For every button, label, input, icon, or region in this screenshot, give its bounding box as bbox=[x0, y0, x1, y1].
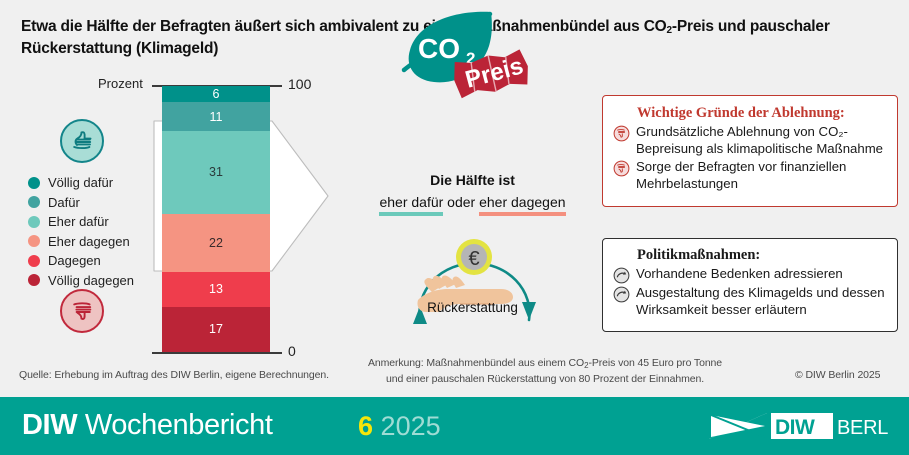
page-title-sub: 2 bbox=[666, 25, 673, 36]
thumbs-down-icon bbox=[60, 289, 104, 333]
legend-swatch-icon bbox=[28, 254, 40, 267]
svg-text:€: € bbox=[468, 248, 479, 270]
diw-berlin-logo: DIW BERLIN bbox=[709, 413, 908, 439]
bar-segment-1-value: 11 bbox=[209, 109, 223, 124]
legend-item-2: Eher dafür bbox=[28, 212, 158, 232]
legend-item-3: Eher dagegen bbox=[28, 232, 158, 252]
svg-text:2: 2 bbox=[466, 49, 475, 68]
measures-bullet-0: Vorhandene Bedenken adressieren bbox=[603, 266, 897, 284]
thumbs-up-icon bbox=[60, 119, 104, 163]
bottom-banner: DIW Wochenbericht 6 2025 DIW BERLIN bbox=[0, 397, 909, 455]
middle-column: CO 2 Preis Die Hälfte ist eher dafür ode… bbox=[350, 0, 595, 370]
middle-subline-part2: eher dagegen bbox=[479, 194, 566, 216]
middle-subline-mid: oder bbox=[443, 194, 480, 210]
publication-brand: DIW Wochenbericht bbox=[22, 409, 273, 442]
bar-segment-4: 13 bbox=[162, 272, 270, 307]
refund-label: Rückerstattung bbox=[427, 300, 518, 315]
reasons-bullet-0: Grundsätzliche Ablehnung von CO₂-Bepreis… bbox=[603, 124, 897, 158]
legend-swatch-icon bbox=[28, 176, 40, 189]
measures-box-title: Politikmaßnahmen: bbox=[637, 247, 761, 263]
bar-segment-3-value: 22 bbox=[209, 235, 223, 250]
bar-segment-2-value: 31 bbox=[209, 165, 223, 180]
bar-column: 6 11 31 22 13 17 bbox=[162, 86, 270, 352]
measures-box: Politikmaßnahmen: Vorhandene Bedenken ad… bbox=[602, 238, 898, 332]
legend-label-2: Eher dafür bbox=[48, 214, 109, 230]
stacked-bar-chart: Prozent 100 0 50 6 11 31 22 bbox=[0, 0, 350, 370]
legend-swatch-icon bbox=[28, 274, 40, 287]
page-title-line1: Etwa die Hälfte der Befragten äußert sic… bbox=[21, 18, 667, 35]
issue-year: 2025 bbox=[380, 411, 441, 441]
refund-cycle-icon: € bbox=[382, 228, 567, 348]
annotation-note-line1b: -Preis von 45 Euro pro Tonne bbox=[588, 357, 723, 369]
axis-unit-label: Prozent bbox=[98, 76, 143, 91]
svg-text:CO: CO bbox=[418, 33, 460, 64]
svg-text:DIW: DIW bbox=[775, 416, 815, 439]
legend-swatch-icon bbox=[28, 196, 40, 209]
arrow-right-bullet-icon bbox=[613, 267, 630, 284]
measures-bullet-0-text: Vorhandene Bedenken adressieren bbox=[636, 266, 843, 282]
legend-item-1: Dafür bbox=[28, 193, 158, 213]
legend-item-5: Völlig dagegen bbox=[28, 271, 158, 291]
bar-segment-4-value: 13 bbox=[209, 282, 223, 297]
bar-segment-5-value: 17 bbox=[209, 322, 223, 337]
page-title-line2: Rückerstattung (Klimageld) bbox=[21, 40, 219, 58]
middle-subline-part1: eher dafür bbox=[379, 194, 444, 216]
bar-segment-0-value: 6 bbox=[212, 86, 220, 101]
publication-brand-bold: DIW bbox=[22, 409, 78, 441]
svg-text:BERLIN: BERLIN bbox=[837, 417, 889, 439]
legend-label-5: Völlig dagegen bbox=[48, 272, 135, 288]
axis-tick-100: 100 bbox=[288, 76, 312, 92]
bar-segment-2: 31 bbox=[162, 131, 270, 214]
bar-segment-3: 22 bbox=[162, 213, 270, 273]
legend-item-0: Völlig dafür bbox=[28, 173, 158, 193]
axis-line-top bbox=[152, 85, 282, 87]
legend-label-4: Dagegen bbox=[48, 253, 101, 269]
annotation-note-sub: 2 bbox=[584, 360, 589, 370]
arrow-right-bullet-icon bbox=[613, 286, 630, 303]
bar-segment-0: 6 bbox=[162, 86, 270, 102]
legend-item-4: Dagegen bbox=[28, 251, 158, 271]
legend-label-1: Dafür bbox=[48, 194, 80, 210]
legend-label-3: Eher dagegen bbox=[48, 233, 130, 249]
co2-preis-logo: CO 2 Preis bbox=[396, 8, 561, 106]
bar-segment-5: 17 bbox=[162, 306, 270, 352]
copyright-note: © DIW Berlin 2025 bbox=[795, 369, 881, 381]
reasons-bullet-1-text: Sorge der Befragten vor finanziellen Meh… bbox=[636, 159, 847, 192]
chart-legend: Völlig dafür Dafür Eher dafür Eher dageg… bbox=[28, 173, 158, 290]
annotation-note: Anmerkung: Maßnahmenbündel aus einem CO2… bbox=[360, 356, 730, 388]
thumbs-down-bullet-icon bbox=[613, 160, 630, 177]
reasons-box: Wichtige Gründe der Ablehnung: Grundsätz… bbox=[602, 95, 898, 207]
issue-number: 6 bbox=[358, 411, 374, 441]
reasons-box-title: Wichtige Gründe der Ablehnung: bbox=[637, 105, 845, 121]
middle-headline: Die Hälfte ist bbox=[430, 172, 515, 188]
page-title: Etwa die Hälfte der Befragten äußert sic… bbox=[21, 16, 891, 61]
legend-label-0: Völlig dafür bbox=[48, 175, 114, 191]
legend-swatch-icon bbox=[28, 235, 40, 248]
annotation-note-line2: und einer pauschalen Rückerstattung von … bbox=[385, 372, 705, 385]
legend-swatch-icon bbox=[28, 215, 40, 228]
axis-tick-0: 0 bbox=[288, 343, 296, 359]
annotation-note-line1: Anmerkung: Maßnahmenbündel aus einem CO bbox=[367, 357, 585, 369]
publication-brand-rest: Wochenbericht bbox=[77, 409, 273, 441]
bar-segment-1: 11 bbox=[162, 101, 270, 132]
thumbs-down-bullet-icon bbox=[613, 125, 630, 142]
middle-subline: eher dafür oder eher dagegen bbox=[350, 194, 595, 216]
source-note: Quelle: Erhebung im Auftrag des DIW Berl… bbox=[19, 369, 329, 381]
issue-info: 6 2025 bbox=[358, 411, 441, 442]
measures-bullet-1-text: Ausgestaltung des Klimagelds und dessen … bbox=[636, 285, 885, 318]
page-title-line1b: -Preis und pauschaler bbox=[671, 18, 830, 35]
reasons-bullet-1: Sorge der Befragten vor finanziellen Meh… bbox=[603, 159, 897, 193]
reasons-bullet-0-text: Grundsätzliche Ablehnung von CO₂-Bepreis… bbox=[636, 124, 884, 157]
measures-bullet-1: Ausgestaltung des Klimagelds und dessen … bbox=[603, 285, 897, 319]
axis-line-bottom bbox=[152, 352, 282, 354]
